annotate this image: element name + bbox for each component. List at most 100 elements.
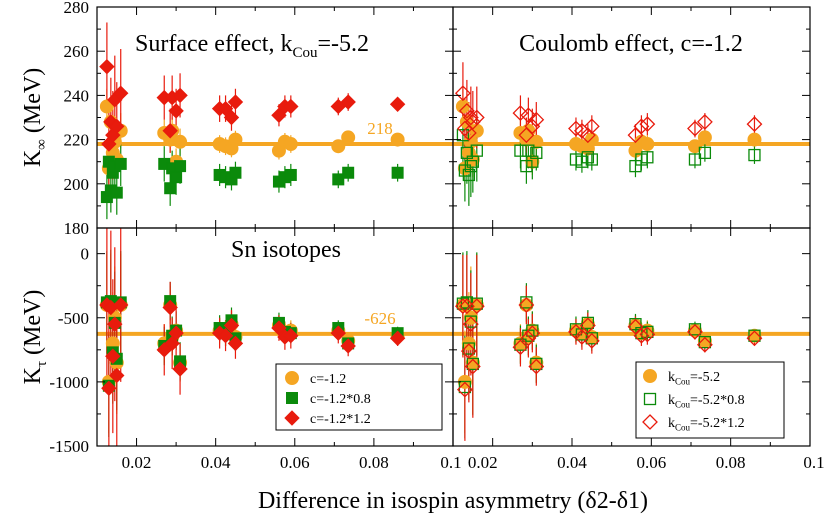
data-point-diamond (583, 332, 600, 349)
data-point-diamond (217, 328, 234, 344)
data-point-diamond (101, 380, 117, 397)
data-point-diamond (524, 118, 541, 135)
panel-bottom-right: 0.1 0.02 0.04 0.06 0.08 0.1 kCou=-5.2 kCou=-5.2… (440, 227, 825, 472)
legend-box (635, 361, 785, 439)
y-axis-label-bottom-left-part-2: (MeV) (20, 290, 46, 361)
data-point-diamond (458, 102, 475, 119)
data-point-diamond (109, 367, 125, 384)
data-point-square (174, 160, 187, 173)
x-tick-label: 0.1 (440, 453, 461, 472)
data-point-square (520, 296, 533, 309)
y-tick-label: 240 (64, 86, 90, 105)
legend-label: kCou=-5.2*0.8 (668, 393, 745, 410)
data-point-square (464, 159, 478, 173)
data-point-diamond (454, 85, 471, 102)
data-point-diamond (168, 103, 184, 119)
legend-label: kCou=-5.2 (668, 370, 720, 387)
data-point-diamond (223, 317, 240, 334)
data-point-diamond (746, 330, 763, 347)
y-axis-label-top-left-part-2: (MeV) (20, 68, 46, 139)
data-point-circle (228, 132, 243, 147)
data-point-diamond (464, 358, 481, 375)
legend-marker (643, 392, 657, 406)
data-point-diamond (113, 297, 129, 313)
data-point-diamond (524, 325, 541, 342)
data-point-diamond (162, 123, 178, 139)
data-point-diamond (462, 316, 479, 333)
data-point-diamond (172, 361, 188, 377)
panel-bottom-left: -1500 -1000 -500 0 0.02 0.04 0.06 0.08 Kτ (MeV) S… (20, 227, 454, 472)
y-tick-label: 280 (64, 0, 90, 17)
data-point-square (456, 129, 470, 142)
x-tick-label: 0.06 (636, 453, 666, 472)
legend-label: c=-1.2*0.8 (310, 392, 371, 407)
data-point-diamond (464, 114, 481, 130)
legend-label: c=-1.2 (310, 372, 346, 387)
data-point-diamond (696, 114, 713, 130)
data-point-diamond (687, 323, 703, 340)
x-tick-label: 0.08 (716, 453, 746, 472)
data-point-diamond (227, 94, 244, 110)
y-tick-label: 200 (64, 175, 90, 194)
data-point-square (698, 146, 712, 160)
legend-label-part-2: =-5.2*1.2 (690, 416, 745, 431)
y-axis-label-top-left-part-0: K (20, 149, 46, 167)
data-point-diamond (512, 339, 529, 356)
data-point-circle (99, 99, 114, 114)
data-point-square (284, 168, 297, 181)
y-tick-label: -500 (58, 309, 89, 328)
data-point-circle (283, 137, 298, 152)
x-tick-label: 0.1 (803, 453, 824, 472)
legend-marker (643, 369, 657, 383)
data-point-diamond (162, 299, 178, 316)
data-point-diamond (579, 317, 596, 334)
data-point-square (114, 157, 127, 170)
data-point-square (748, 329, 761, 342)
data-point-diamond (454, 298, 471, 315)
data-point-square (514, 338, 527, 351)
legend-marker (285, 371, 299, 385)
data-point-square (641, 151, 654, 164)
data-point-diamond (573, 329, 590, 345)
panel-title: Surface effect, kCou=-5.2 (135, 31, 369, 61)
panel-top-right: Coulomb effect, c=-1.2 (452, 6, 811, 229)
y-tick-label: -1500 (49, 437, 89, 456)
legend-label-part-2: =-5.2 (690, 370, 720, 385)
data-point-square (581, 151, 595, 164)
data-point-diamond (520, 107, 537, 124)
data-point-diamond (468, 109, 485, 126)
data-point-square (530, 146, 543, 160)
data-point-circle (519, 297, 534, 312)
panel-title-part-2: =-5.2 (317, 31, 369, 57)
x-tick-label: 0.06 (280, 453, 310, 472)
data-point-circle (747, 132, 762, 147)
panel-top-left: 180 200 220 240 260 280 K∞ (MeV) Surface effect… (20, 0, 454, 238)
data-point-diamond (109, 118, 125, 135)
plot-area-top-right (453, 62, 810, 206)
y-tick-label: -1000 (49, 373, 89, 392)
data-point-square (164, 182, 177, 195)
data-point-diamond (639, 116, 656, 133)
y-tick-label: 260 (64, 42, 90, 61)
data-point-square (581, 316, 595, 330)
data-point-diamond (633, 118, 650, 135)
data-point-square (585, 153, 598, 166)
legend-label: c=-1.2*1.2 (310, 412, 371, 427)
plot-area-top-left (97, 22, 453, 220)
x-tick-label: 0.04 (557, 453, 587, 472)
legend-label-part-1: Cou (675, 423, 691, 433)
y-axis-label-top-left: K∞ (MeV) (20, 68, 50, 167)
data-point-diamond (460, 125, 477, 141)
data-point-square (460, 296, 474, 309)
data-point-square (464, 315, 478, 328)
y-axis-label-bottom-left-part-0: K (20, 366, 46, 384)
x-tick-label: 0.02 (468, 453, 498, 472)
data-point-diamond (340, 94, 356, 110)
data-point-square (688, 323, 702, 336)
data-point-diamond (627, 318, 644, 335)
data-point-diamond (217, 100, 234, 117)
data-point-square (170, 171, 183, 184)
legend-marker (286, 392, 298, 404)
reference-line-label: 218 (367, 119, 393, 138)
